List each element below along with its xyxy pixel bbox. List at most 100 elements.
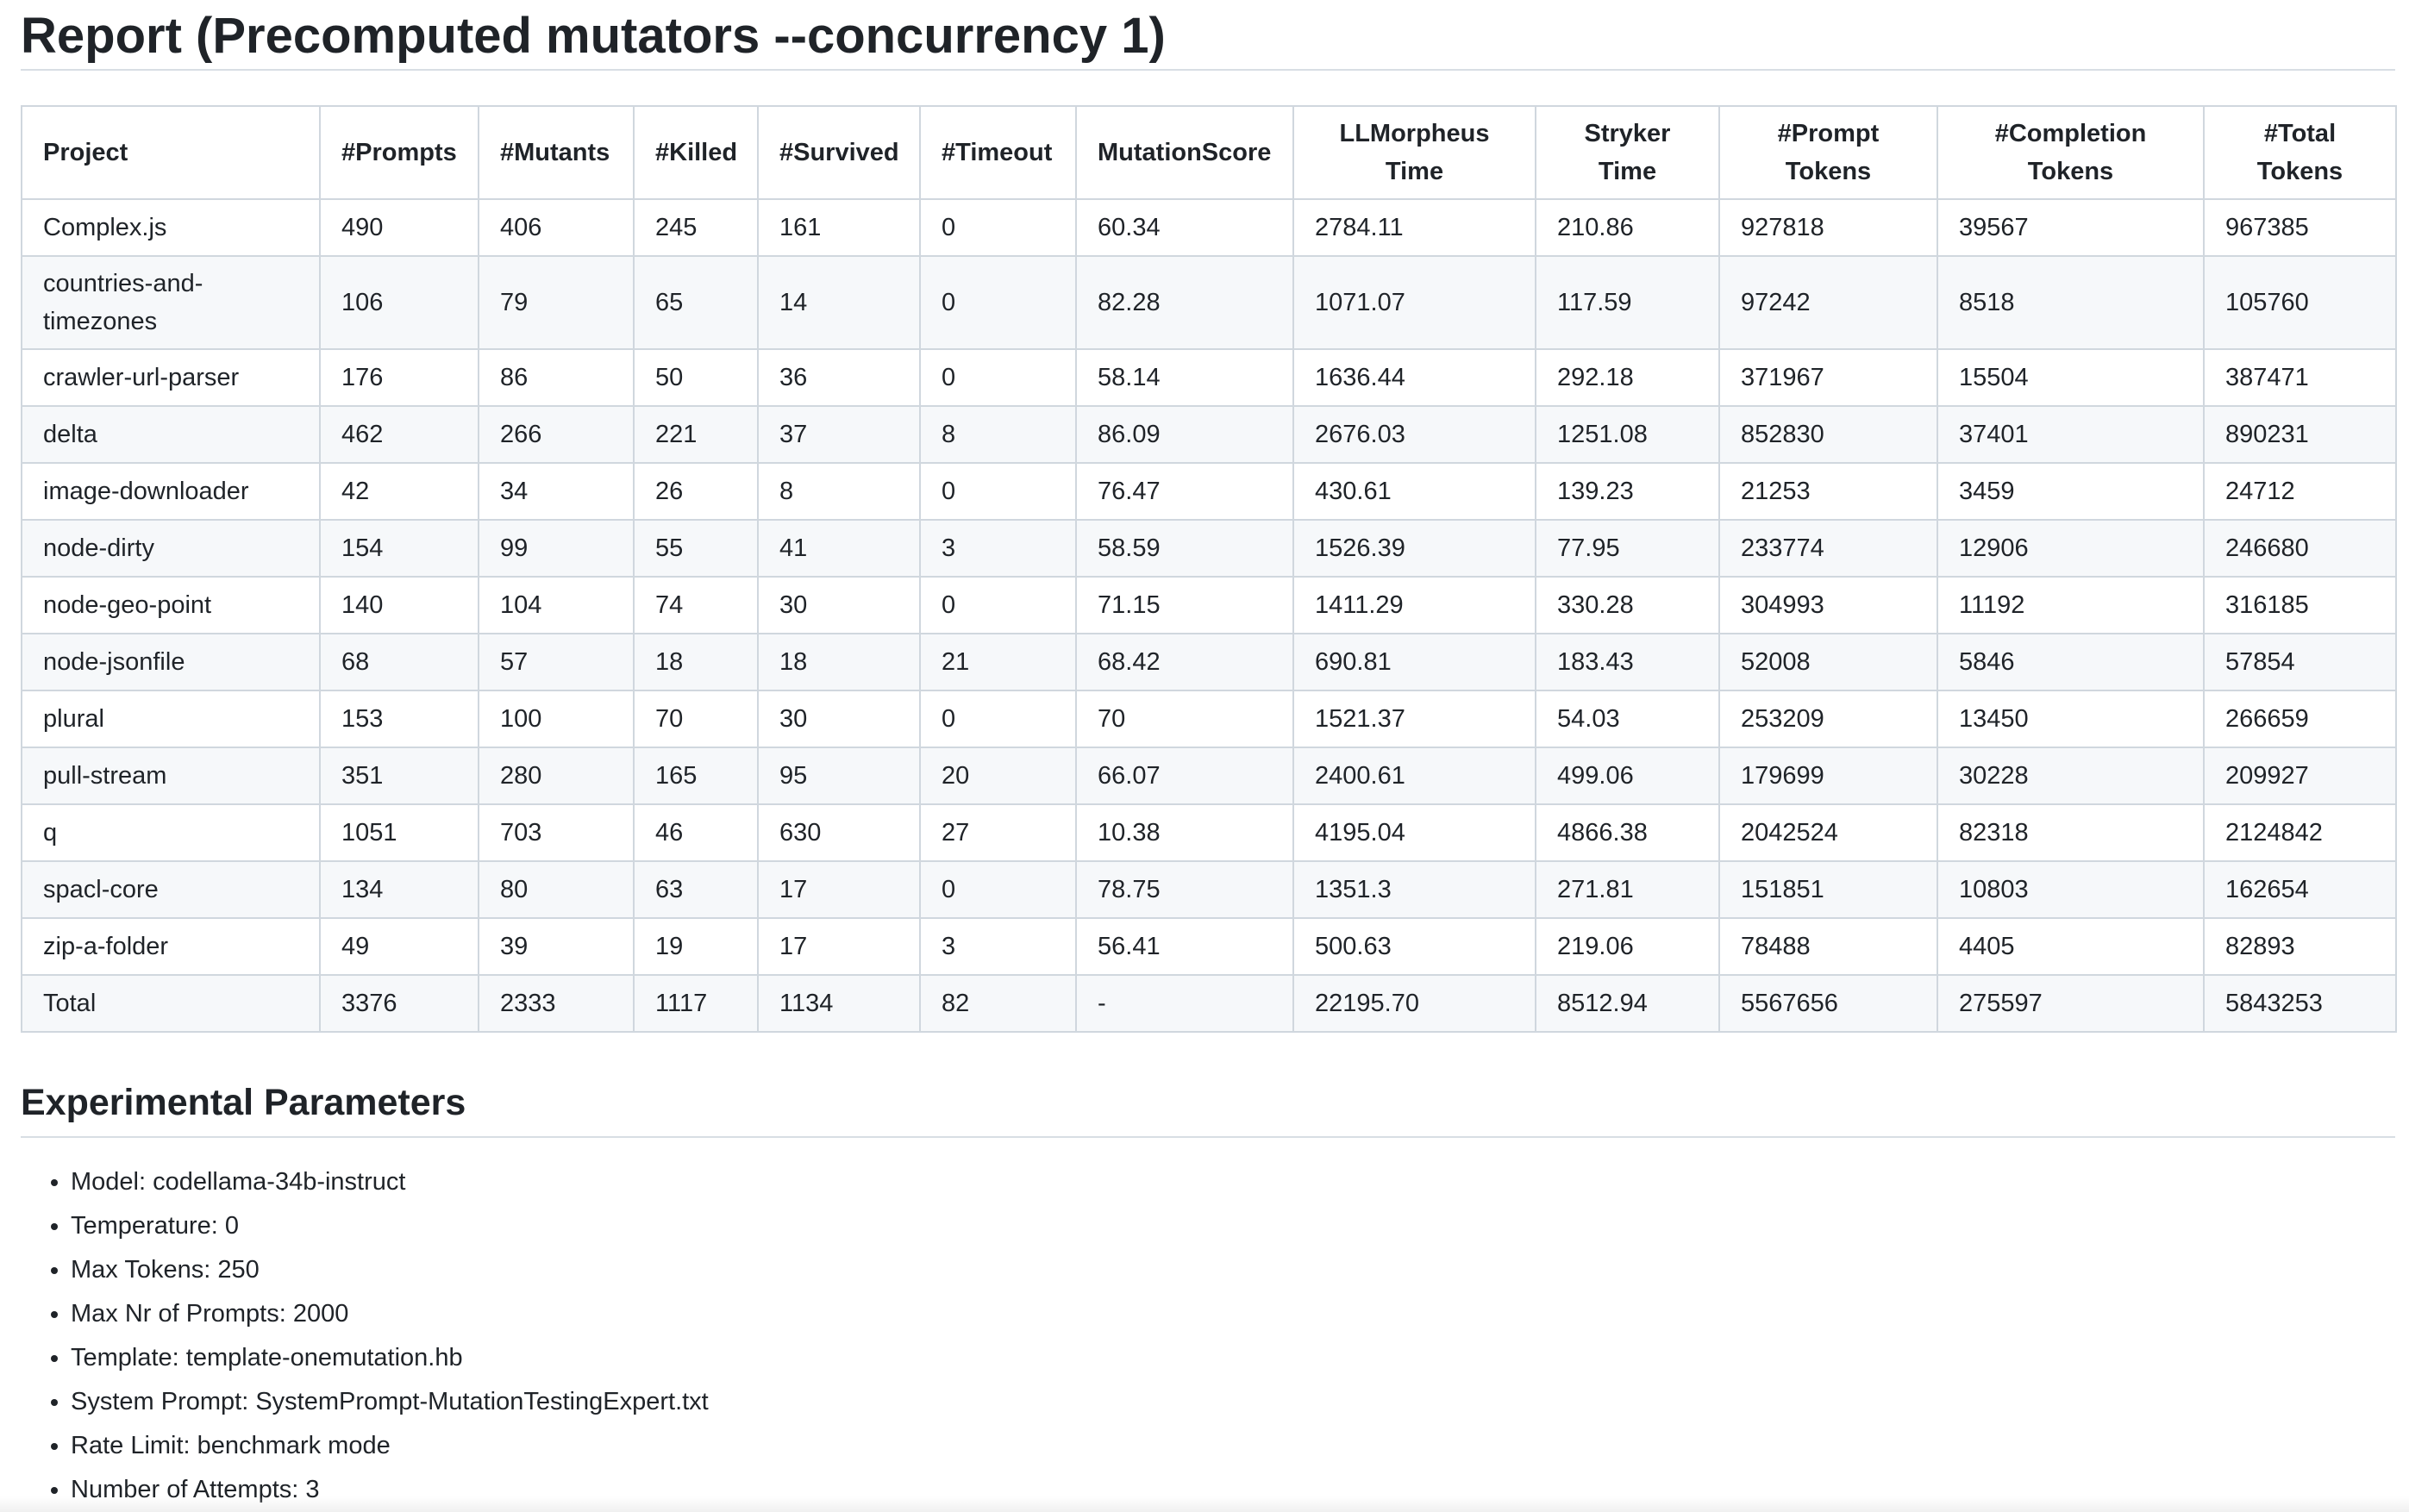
table-cell: 2784.11 [1292,198,1536,257]
table-cell: 37 [757,405,921,464]
table-cell: 275597 [1937,974,2205,1033]
table-cell: 630 [757,803,921,862]
page-title: Report (Precomputed mutators --concurren… [21,0,2395,71]
table-cell: 65 [633,255,759,350]
table-header: Project #Prompts #Mutants #Killed #Survived #… [21,105,2397,200]
bottom-fade [0,1496,2409,1512]
parameter-item: Max Nr of Prompts: 2000 [71,1292,709,1336]
project-name-cell: Total [21,974,321,1033]
table-cell: 57 [478,633,635,691]
table-cell: 58.14 [1075,348,1294,407]
project-name-cell: q [21,803,321,862]
column-header-label: #Mutants [500,139,610,166]
project-name-cell: Complex.js [21,198,321,257]
parameter-item: Model: codellama-34b-instruct [71,1160,709,1204]
project-name-cell: pull-stream [21,747,321,805]
table-cell: 68.42 [1075,633,1294,691]
table-cell: - [1075,974,1294,1033]
table-cell: 82 [919,974,1077,1033]
column-header-label: Tokens [2027,158,2114,185]
table-cell: 78488 [1718,917,1938,976]
table-cell: 490 [319,198,479,257]
column-header-label: Tokens [1785,158,1872,185]
table-cell: 80 [478,860,635,919]
table-cell: 266 [478,405,635,464]
table-cell: 4866.38 [1535,803,1720,862]
table-cell: 4405 [1937,917,2205,976]
table-cell: 39567 [1937,198,2205,257]
table-cell: 927818 [1718,198,1938,257]
table-cell: 292.18 [1535,348,1720,407]
table-cell: 500.63 [1292,917,1536,976]
table-row: countries-and-timezones 106 79 65 14 0 82.28 10… [21,255,2397,350]
table-cell: 0 [919,576,1077,634]
table-cell: 104 [478,576,635,634]
table-cell: 151851 [1718,860,1938,919]
table-cell: 86 [478,348,635,407]
column-header-label: Stryker [1584,120,1671,147]
table-cell: 183.43 [1535,633,1720,691]
table-cell: 10.38 [1075,803,1294,862]
header-row: Project #Prompts #Mutants #Killed #Survived #… [21,105,2397,200]
column-header-label: #Timeout [942,139,1053,166]
table-cell: 1051 [319,803,479,862]
table-row: Total 3376 2333 1117 1134 82-22195.70 8512.94 5… [21,974,2397,1033]
table-cell: 703 [478,803,635,862]
table-cell: 52008 [1718,633,1938,691]
table-cell: 76.47 [1075,462,1294,521]
table-cell: 5846 [1937,633,2205,691]
column-header: Stryker Time [1535,105,1720,200]
table-row: node-geo-point 140 104 74 30 0 71.15 1411.29 330… [21,576,2397,634]
table-cell: 1134 [757,974,921,1033]
table-cell: 430.61 [1292,462,1536,521]
table-cell: 50 [633,348,759,407]
table-cell: 1251.08 [1535,405,1720,464]
table-cell: 209927 [2203,747,2397,805]
project-name-cell: crawler-url-parser [21,348,321,407]
table-cell: 86.09 [1075,405,1294,464]
table-cell: 3459 [1937,462,2205,521]
table-cell: 210.86 [1535,198,1720,257]
table-cell: 5567656 [1718,974,1938,1033]
table-cell: 82893 [2203,917,2397,976]
table-cell: 2333 [478,974,635,1033]
parameter-item: Max Tokens: 250 [71,1248,709,1292]
table-cell: 153 [319,690,479,748]
table-cell: 117.59 [1535,255,1720,350]
table-cell: 330.28 [1535,576,1720,634]
table-cell: 0 [919,198,1077,257]
table-cell: 351 [319,747,479,805]
table-cell: 36 [757,348,921,407]
table-cell: 30 [757,576,921,634]
column-header: #Mutants [478,105,635,200]
table-cell: 13450 [1937,690,2205,748]
table-cell: 99 [478,519,635,578]
table-cell: 462 [319,405,479,464]
table-cell: 14 [757,255,921,350]
table-cell: 1351.3 [1292,860,1536,919]
table-cell: 17 [757,917,921,976]
column-header: #Survived [757,105,921,200]
table-cell: 1526.39 [1292,519,1536,578]
parameter-item: System Prompt: SystemPrompt-MutationTest… [71,1380,709,1424]
column-header-label: Time [1598,158,1657,185]
table-row: Complex.js 490 406 245 161 0 60.34 2784.11 210.8… [21,198,2397,257]
table-body: Complex.js 490 406 245 161 0 60.34 2784.11 210.8… [21,198,2397,1033]
table-cell: 34 [478,462,635,521]
table-cell: 0 [919,348,1077,407]
table-row: zip-a-folder 49 39 19 17 3 56.41 500.63 219.06 78… [21,917,2397,976]
table-cell: 140 [319,576,479,634]
table-cell: 316185 [2203,576,2397,634]
project-name-cell: zip-a-folder [21,917,321,976]
column-header: #Timeout [919,105,1077,200]
table-cell: 1411.29 [1292,576,1536,634]
column-header-label: MutationScore [1098,139,1272,166]
table-cell: 246680 [2203,519,2397,578]
table-cell: 221 [633,405,759,464]
table-cell: 1117 [633,974,759,1033]
table-cell: 21 [919,633,1077,691]
table-cell: 304993 [1718,576,1938,634]
table-row: node-dirty 154 99 55 41 3 58.59 1526.39 77.95 233… [21,519,2397,578]
table-cell: 82318 [1937,803,2205,862]
table-cell: 890231 [2203,405,2397,464]
